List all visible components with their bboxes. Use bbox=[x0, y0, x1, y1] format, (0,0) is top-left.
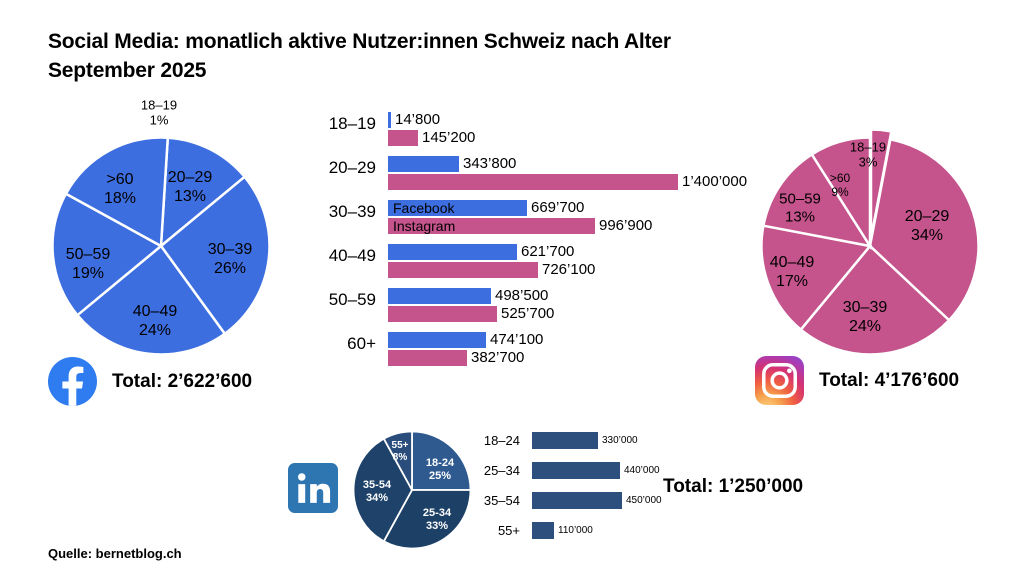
facebook-bar bbox=[388, 156, 459, 172]
pie-slice bbox=[159, 136, 247, 249]
bar-value-label: 110’000 bbox=[558, 525, 593, 536]
pie-slice bbox=[51, 192, 164, 317]
facebook-total-label: Total: 2’622’600 bbox=[112, 370, 253, 392]
instagram-age-pie-chart: 18–19 3% 20–29 34% 30–39 24% 40–49 17% 50–59 13% >… bbox=[760, 128, 980, 356]
bar-value-label: 382’700 bbox=[471, 349, 525, 366]
bar-value-label: 1’400’000 bbox=[682, 173, 748, 190]
bar-category-label: 35–54 bbox=[483, 493, 520, 508]
pie-slice-label: 55+ 8% bbox=[391, 440, 409, 463]
pie-slice-label: 18–19 1% bbox=[140, 97, 178, 128]
bar-value-label: 726’100 bbox=[542, 261, 596, 278]
bar-value-label: 525’700 bbox=[501, 305, 555, 322]
pie-slice-label: 40–49 17% bbox=[769, 254, 815, 290]
bar-category-label: 40–49 bbox=[328, 246, 376, 265]
bar-value-label: 330’000 bbox=[602, 435, 638, 446]
instagram-bar bbox=[388, 218, 595, 234]
bar-value-label: 14’800 bbox=[395, 111, 441, 128]
bar-category-label: 20–29 bbox=[328, 158, 376, 177]
title-line-1: Social Media: monatlich aktive Nutzer:in… bbox=[48, 30, 671, 53]
bar-category-label: 55+ bbox=[497, 523, 520, 538]
series-legend-label: Instagram bbox=[393, 218, 456, 234]
pie-slice bbox=[810, 136, 872, 251]
pie-slice bbox=[64, 136, 170, 249]
bar-value-label: 440’000 bbox=[624, 465, 660, 476]
pie-slice bbox=[382, 489, 472, 550]
instagram-bar bbox=[388, 262, 538, 278]
bar-value-label: 343’800 bbox=[463, 155, 517, 172]
instagram-bar bbox=[388, 306, 497, 322]
pie-slice-label: 20–29 34% bbox=[904, 208, 950, 244]
bar-value-label: 145’200 bbox=[422, 129, 476, 146]
facebook-bar bbox=[388, 112, 391, 128]
pie-slice-label: 30–39 26% bbox=[207, 241, 253, 277]
facebook-icon bbox=[48, 357, 97, 406]
linkedin-bar bbox=[532, 462, 620, 479]
facebook-total: Total: 2’622’600 bbox=[48, 357, 252, 406]
facebook-age-pie-chart: 18–19 1% 20–29 13% 30–39 26% 40–49 24% 50–59 19% >… bbox=[51, 98, 271, 356]
bar-value-label: 498’500 bbox=[495, 287, 549, 304]
pie-slice bbox=[760, 224, 873, 332]
facebook-instagram-age-bar-chart: 18–19 14’800 145’200 20–29 343’800 1’400’000 3… bbox=[310, 111, 747, 372]
linkedin-age-pie-chart: 18-24 25% 25-34 33% 35-54 34% 55+ 8% bbox=[352, 430, 472, 550]
linkedin-bar bbox=[532, 432, 598, 449]
pie-slice-label: 25-34 33% bbox=[422, 507, 452, 532]
bar-value-label: 669’700 bbox=[531, 199, 585, 216]
bar-category-label: 50–59 bbox=[328, 290, 376, 309]
pie-slice-label: >60 9% bbox=[829, 170, 851, 199]
pie-slice-label: 20–29 13% bbox=[167, 169, 213, 205]
instagram-total: Total: 4’176’600 bbox=[755, 356, 959, 405]
pie-slice bbox=[761, 152, 873, 248]
facebook-bar bbox=[388, 200, 527, 216]
linkedin-icon bbox=[288, 463, 338, 513]
facebook-bar bbox=[388, 244, 517, 260]
pie-slice bbox=[75, 244, 227, 356]
bar-value-label: 621’700 bbox=[521, 243, 575, 260]
linkedin-bar bbox=[532, 492, 622, 509]
pie-slice-label: 18–19 3% bbox=[849, 139, 887, 170]
series-legend-label: Facebook bbox=[393, 200, 455, 216]
bar-value-label: 996’900 bbox=[599, 217, 653, 234]
pie-slice bbox=[159, 175, 271, 336]
pie-slice-label: 40–49 24% bbox=[132, 303, 178, 339]
bar-category-label: 18–24 bbox=[483, 433, 520, 448]
pie-slice-label: 35-54 34% bbox=[362, 479, 392, 504]
bar-value-label: 450’000 bbox=[626, 495, 662, 506]
bar-category-label: 60+ bbox=[347, 334, 376, 353]
pie-slice-label: 50–59 13% bbox=[779, 190, 821, 225]
facebook-bar bbox=[388, 288, 491, 304]
source-caption: Quelle: bernetblog.ch bbox=[48, 546, 182, 561]
pie-slice bbox=[868, 137, 980, 323]
pie-slice-label: 50–59 19% bbox=[65, 246, 111, 282]
facebook-bar bbox=[388, 332, 486, 348]
pie-slice-label: 18-24 25% bbox=[425, 457, 455, 482]
instagram-bar bbox=[388, 350, 467, 366]
instagram-total-label: Total: 4’176’600 bbox=[819, 369, 960, 391]
pie-slice bbox=[411, 430, 472, 491]
linkedin-age-bar-chart: 18–24 330’000 25–34 440’000 35–54 450’000 55+ 1… bbox=[480, 432, 790, 552]
bar-value-label: 474’100 bbox=[490, 331, 544, 348]
bar-category-label: 25–34 bbox=[483, 463, 520, 478]
title-line-2: September 2025 bbox=[48, 59, 207, 82]
pie-slice bbox=[382, 430, 413, 491]
bar-category-label: 30–39 bbox=[328, 202, 376, 221]
linkedin-total-label: Total: 1’250’000 bbox=[663, 476, 804, 497]
page-title: Social Media: monatlich aktive Nutzer:in… bbox=[48, 27, 671, 85]
instagram-icon bbox=[755, 356, 804, 405]
instagram-bar bbox=[388, 174, 678, 190]
pie-slice-label: >60 18% bbox=[103, 171, 137, 207]
instagram-bar bbox=[388, 130, 418, 146]
pie-slice-label: 30–39 24% bbox=[842, 299, 888, 335]
linkedin-bar bbox=[532, 522, 554, 539]
bar-category-label: 18–19 bbox=[328, 114, 376, 133]
pie-slice bbox=[799, 244, 951, 356]
